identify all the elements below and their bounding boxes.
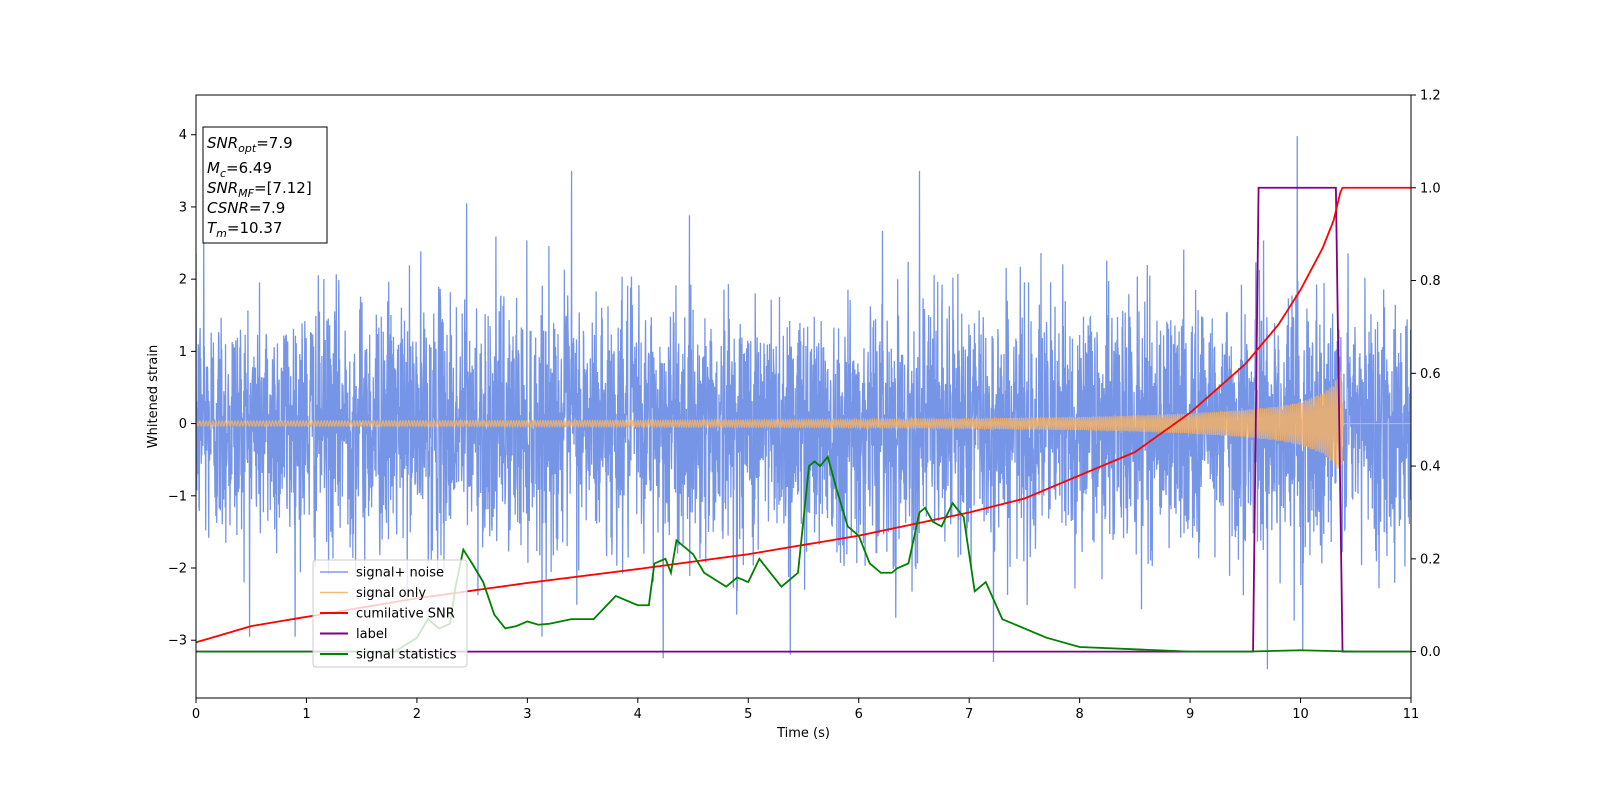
x-tick-label: 1 — [302, 707, 310, 722]
info-line: SNRopt=7.9 — [207, 134, 293, 155]
y-axis-label: Whitened strain — [146, 345, 161, 448]
signal-only-line — [196, 370, 1411, 476]
y2-tick-label: 0.6 — [1420, 367, 1441, 382]
legend: signal+ noise signal only cumilative SNR la… — [312, 559, 468, 668]
x-tick-label: 0 — [192, 707, 200, 722]
y-axis-right: 0.0 0.2 0.4 0.6 0.8 1.0 1.2 — [1411, 89, 1441, 660]
y-tick-label: 2 — [179, 273, 187, 288]
x-axis-label: Time (s) — [776, 726, 830, 741]
signal-only-series — [196, 370, 1411, 476]
legend-item: label — [320, 627, 387, 642]
y-axis-left: −3 −2 −1 0 1 2 3 4 — [168, 128, 196, 649]
x-tick-label: 7 — [965, 707, 973, 722]
x-tick-label: 8 — [1075, 707, 1083, 722]
x-tick-label: 2 — [413, 707, 421, 722]
info-line: Mc=6.49 — [207, 159, 272, 180]
x-tick-label: 11 — [1403, 707, 1420, 722]
y-tick-label: −3 — [168, 634, 187, 649]
y-tick-label: −1 — [168, 489, 187, 504]
y2-tick-label: 0.4 — [1420, 460, 1441, 475]
y-tick-label: 1 — [179, 345, 187, 360]
x-tick-label: 9 — [1186, 707, 1194, 722]
legend-frame — [312, 559, 468, 668]
legend-item: cumilative SNR — [320, 607, 455, 622]
x-tick-label: 10 — [1292, 707, 1309, 722]
info-line: SNRMF=[7.12] — [207, 179, 312, 200]
legend-item: signal statistics — [320, 648, 457, 663]
y2-tick-label: 0.2 — [1420, 552, 1441, 567]
y-tick-label: 0 — [179, 417, 187, 432]
y2-tick-label: 0.8 — [1420, 274, 1441, 289]
x-tick-label: 5 — [744, 707, 752, 722]
y-tick-label: 3 — [179, 200, 187, 215]
x-tick-label: 4 — [634, 707, 642, 722]
x-axis: 0 1 2 3 4 5 6 7 8 9 10 11 — [192, 698, 1419, 722]
y2-tick-label: 0.0 — [1420, 645, 1441, 660]
y2-tick-label: 1.2 — [1420, 89, 1441, 104]
signal-statistics-line — [196, 454, 1411, 653]
legend-label: signal only — [356, 586, 426, 601]
legend-label: signal+ noise — [356, 566, 444, 581]
legend-label: label — [356, 627, 387, 642]
y-tick-label: 4 — [179, 128, 187, 143]
y2-tick-label: 1.0 — [1420, 181, 1441, 196]
y-tick-label: −2 — [168, 562, 187, 577]
x-tick-label: 6 — [855, 707, 863, 722]
legend-label: cumilative SNR — [356, 607, 455, 622]
legend-item: signal only — [320, 586, 426, 601]
plot-frame — [195, 94, 1412, 699]
info-line: Tm=10.37 — [207, 219, 282, 240]
info-line: CSNR=7.9 — [207, 199, 285, 217]
info-box-frame — [202, 126, 328, 244]
x-tick-label: 3 — [523, 707, 531, 722]
legend-label: signal statistics — [356, 648, 457, 663]
legend-item: signal+ noise — [320, 566, 444, 581]
